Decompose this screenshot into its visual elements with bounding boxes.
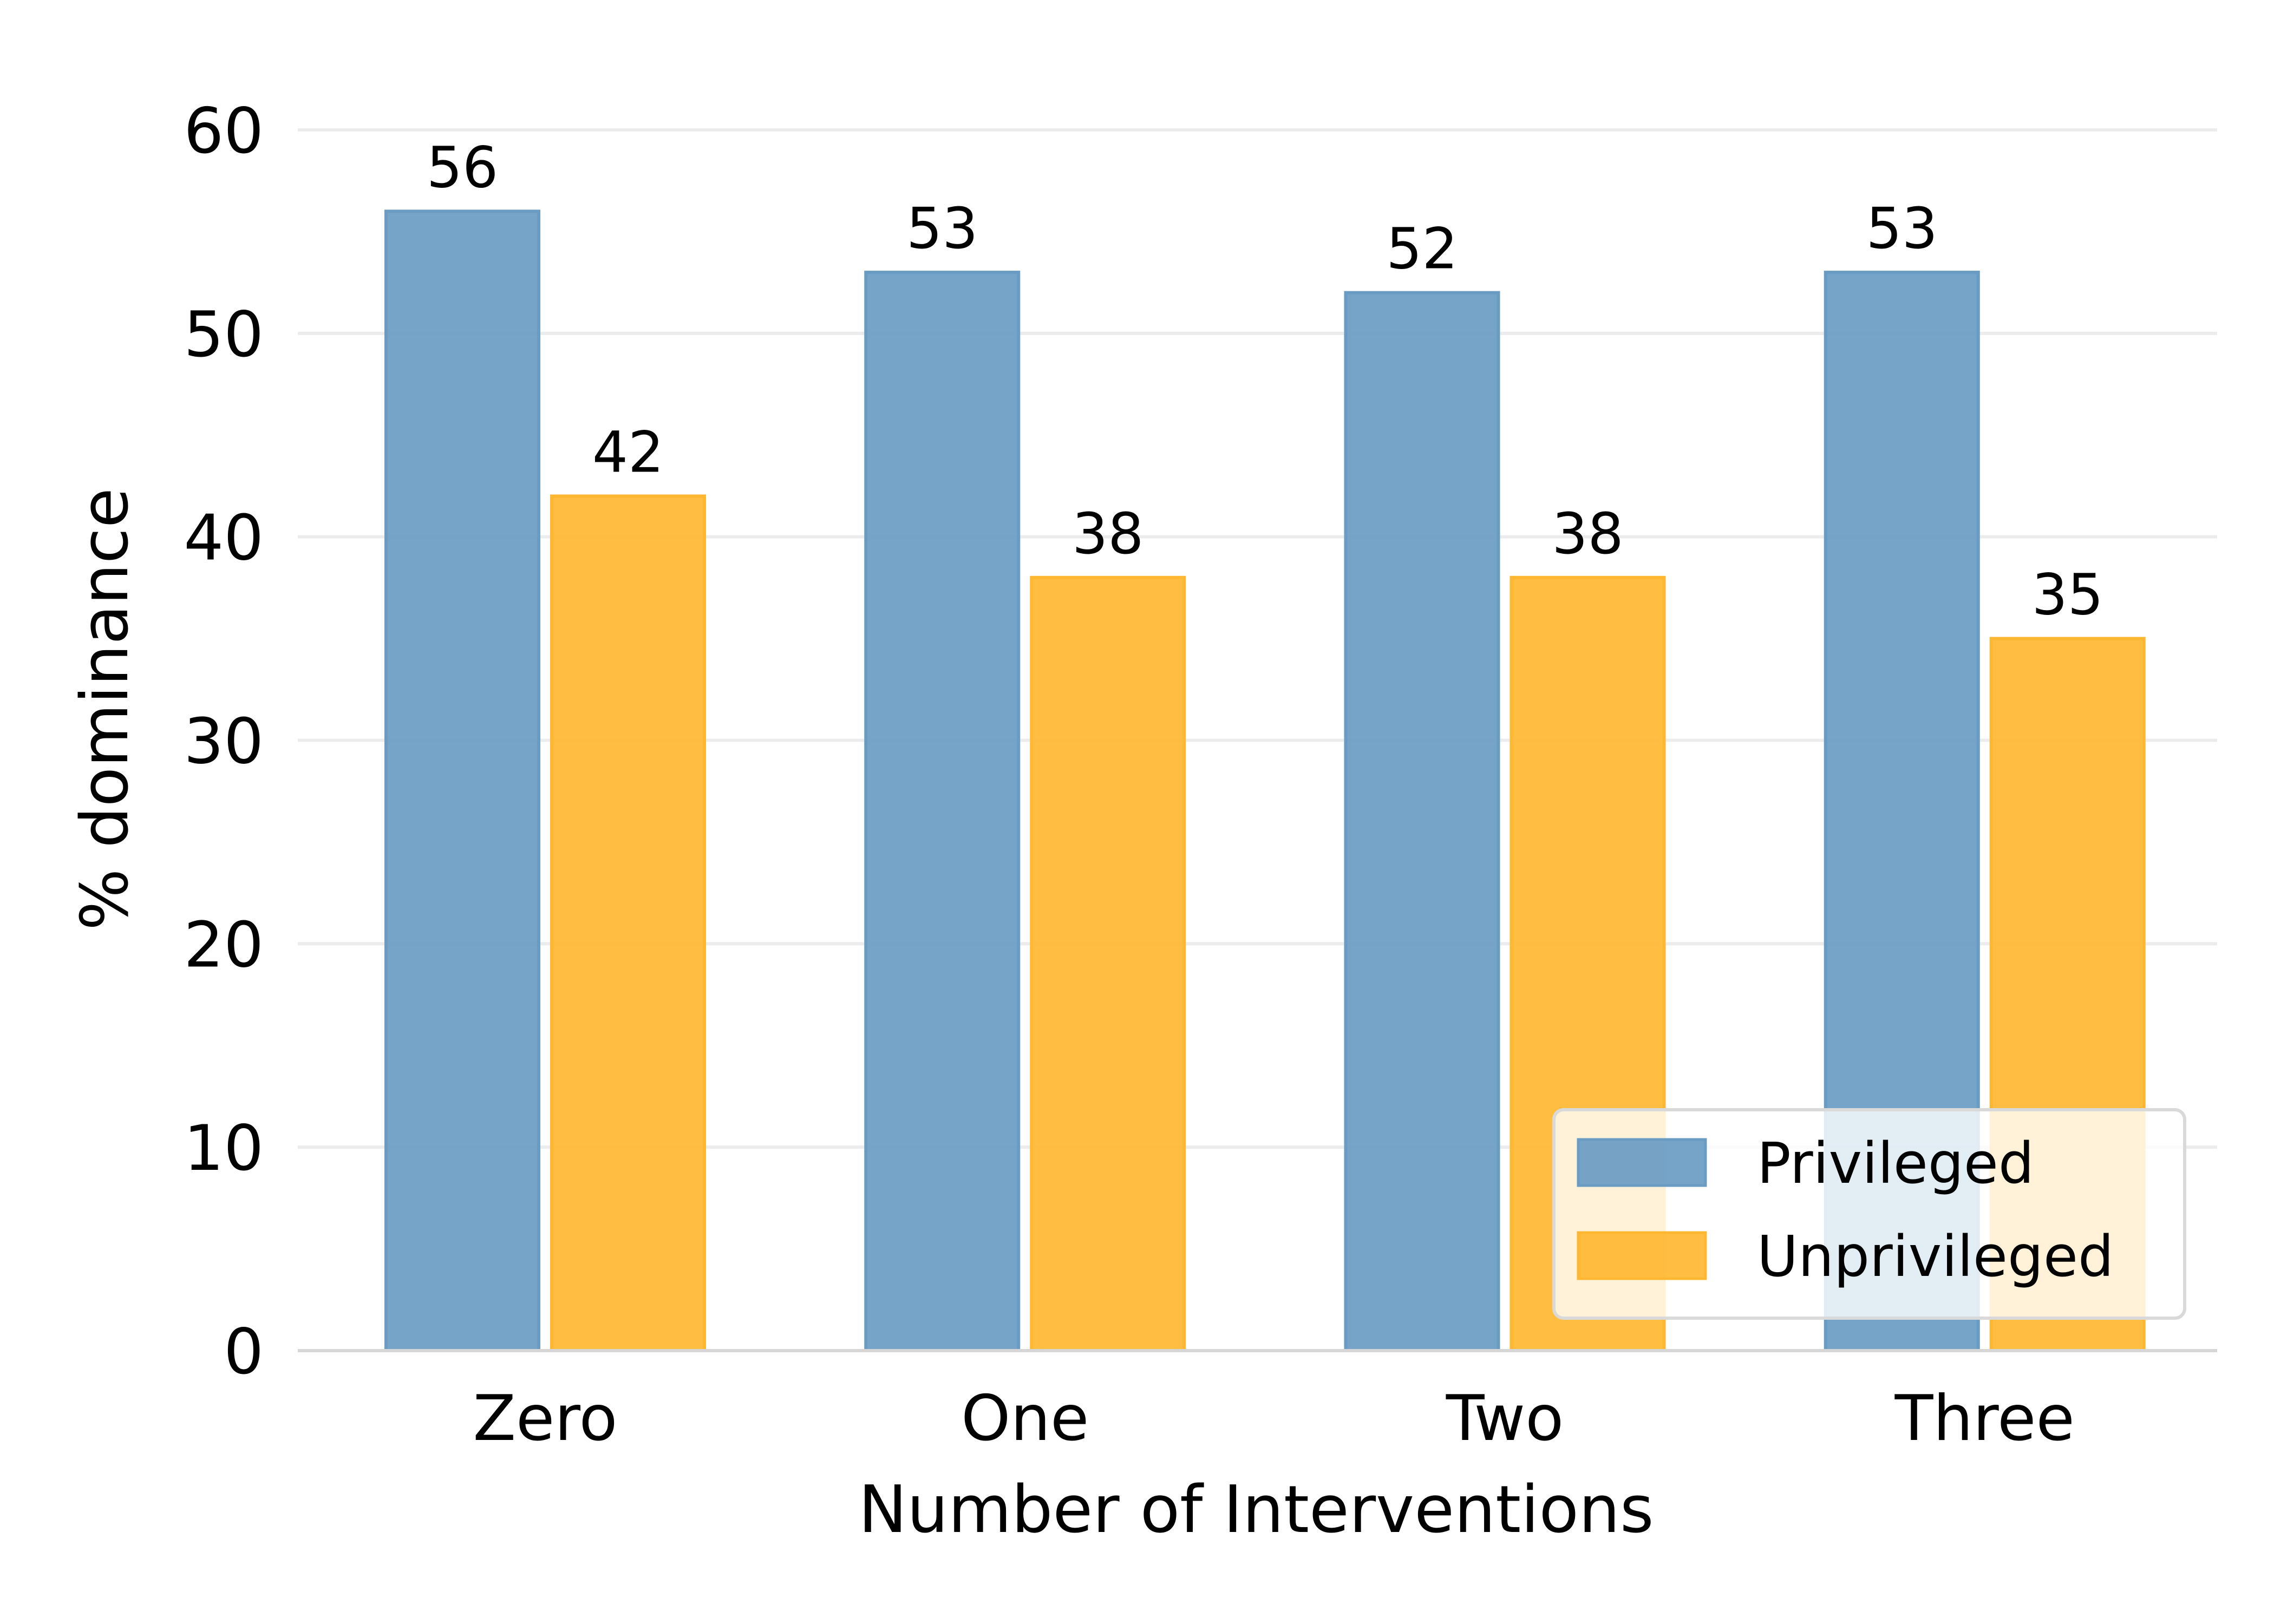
y-tick-label-20: 20: [184, 908, 264, 981]
x-tick-label-zero: Zero: [473, 1382, 618, 1455]
y-tick-label-30: 30: [184, 705, 264, 778]
legend-swatch-unprivileged: [1577, 1231, 1707, 1280]
bar-privileged-two: [1344, 291, 1500, 1353]
x-tick-label-three: Three: [1894, 1382, 2075, 1455]
bar-unprivileged-zero: [550, 494, 706, 1352]
bar-privileged-zero: [384, 209, 540, 1353]
x-tick-labels: Zero One Two Three: [473, 1382, 2075, 1455]
y-tick-label-40: 40: [184, 502, 264, 575]
data-label-privileged-two: 52: [1386, 216, 1458, 282]
bar-unprivileged-one: [1030, 575, 1186, 1352]
y-tick-label-60: 60: [184, 95, 264, 168]
y-tick-label-10: 10: [184, 1112, 264, 1185]
y-tick-label-0: 0: [224, 1315, 264, 1389]
x-tick-label-one: One: [961, 1382, 1089, 1455]
data-label-privileged-one: 53: [906, 195, 978, 261]
data-label-unprivileged-one: 38: [1072, 501, 1143, 567]
data-labels: 56 42 53 38 52 38 53 35: [427, 134, 2103, 627]
legend-label-unprivileged: Unprivileged: [1757, 1223, 2114, 1289]
data-label-privileged-zero: 56: [427, 134, 498, 200]
data-label-unprivileged-zero: 42: [592, 420, 664, 486]
data-label-unprivileged-two: 38: [1552, 501, 1623, 567]
y-tick-label-50: 50: [184, 298, 264, 371]
legend: Privileged Unprivileged: [1552, 1108, 2186, 1320]
legend-label-privileged: Privileged: [1757, 1130, 2034, 1196]
data-label-privileged-three: 53: [1866, 195, 1938, 261]
y-axis-label: % dominance: [68, 488, 143, 930]
y-tick-labels: 0 10 20 30 40 50 60: [184, 95, 264, 1389]
x-axis-label: Number of Interventions: [859, 1472, 1654, 1548]
legend-frame: [1552, 1108, 2186, 1320]
x-tick-label-two: Two: [1446, 1382, 1564, 1455]
bar-privileged-one: [864, 271, 1021, 1352]
data-label-unprivileged-three: 35: [2032, 562, 2103, 628]
legend-swatch-privileged: [1577, 1138, 1707, 1187]
